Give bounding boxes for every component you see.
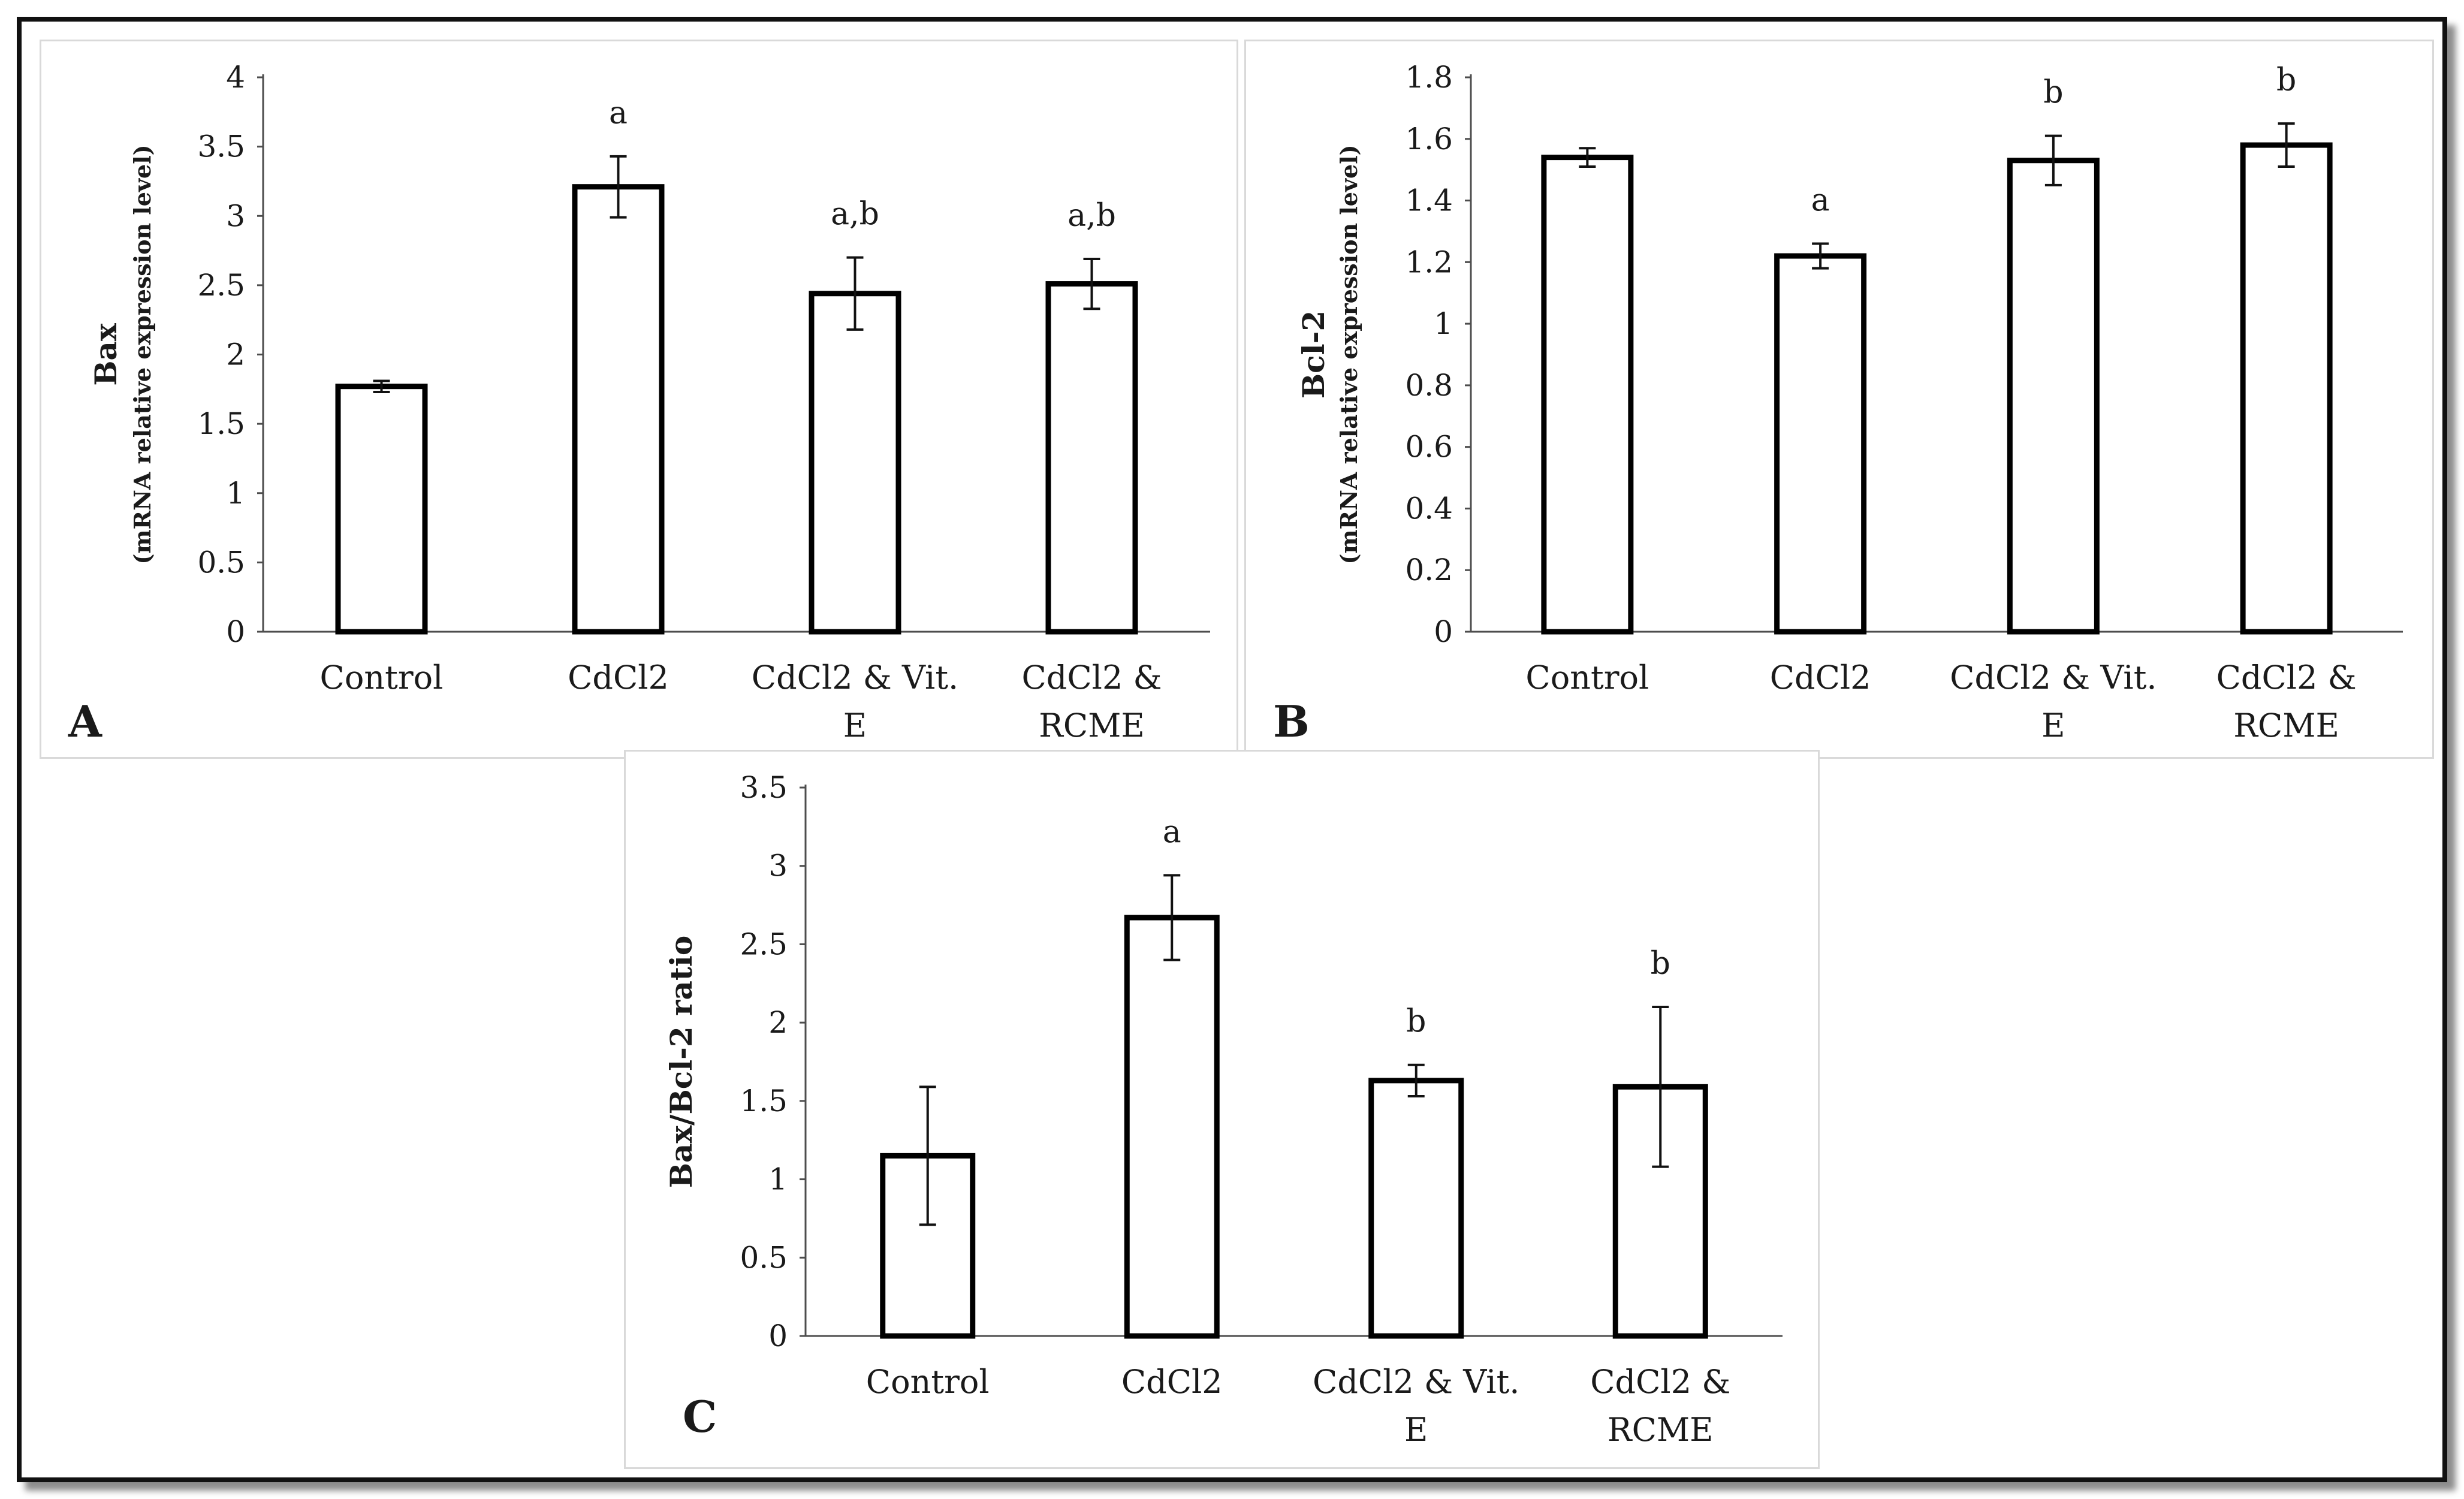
x-category-label-line: RCME [2233, 707, 2339, 744]
y-axis-title: Bax [88, 322, 123, 386]
x-category-label-line: CdCl2 & [2216, 659, 2357, 696]
x-category-label-line: CdCl2 [1121, 1363, 1223, 1401]
y-tick-label: 1.4 [1405, 183, 1453, 218]
x-category-label-line: CdCl2 & [1590, 1363, 1730, 1401]
bar [1541, 155, 1634, 635]
x-category-label-line: Control [1525, 659, 1649, 696]
y-tick-label: 0 [768, 1319, 788, 1353]
panel-label: A [68, 696, 102, 747]
y-axis-title: Bcl-2 [1296, 310, 1331, 399]
bar [572, 184, 665, 635]
x-category-label: CdCl2 & Vit. E [1313, 1363, 1519, 1449]
x-category-label-line: CdCl2 & Vit. [1313, 1363, 1519, 1401]
y-axis-subtitle: (mRNA relative expression level) [1335, 144, 1362, 564]
x-category-label-line: Control [320, 659, 444, 696]
significance-label: a [1163, 814, 1181, 850]
significance-label: b [1406, 1004, 1426, 1040]
y-tick-label: 2 [226, 337, 245, 372]
significance-label: a [1811, 183, 1830, 219]
significance-label: a,b [831, 197, 879, 233]
significance-label: b [2043, 75, 2063, 111]
bar [1368, 1078, 1464, 1339]
x-category-label-line: RCME [1039, 707, 1145, 744]
x-category-label-line: CdCl2 [1770, 659, 1871, 696]
x-category-label-line: E [2041, 707, 2065, 744]
bar [809, 291, 901, 635]
y-tick-label: 1 [226, 476, 245, 511]
y-tick-label: 1 [1434, 306, 1453, 341]
bax-chart: 0 0.5 1 1.5 2 2.5 3 3.5 4 Control a CdCl2 a,b CdCl2 &… [68, 60, 1210, 747]
y-tick-label: 0.4 [1405, 491, 1453, 526]
bar [335, 384, 428, 635]
x-category-label: Control [1525, 659, 1649, 696]
x-category-label-line: CdCl2 & [1021, 659, 1162, 696]
ratio-chart: 0 0.5 1 1.5 2 2.5 3 3.5 Control a CdCl2 b CdCl2 & Vi… [663, 770, 1783, 1449]
y-tick-label: 3.5 [197, 129, 245, 164]
y-tick-label: 2.5 [197, 268, 245, 303]
bcl2-chart: 0 0.2 0.4 0.6 0.8 1 1.2 1.4 1.6 1.8 Control a CdCl2 b… [1273, 60, 2403, 747]
bar [1045, 281, 1138, 635]
y-tick-label: 1.8 [1405, 60, 1453, 95]
y-tick-label: 1.5 [740, 1084, 788, 1118]
x-category-label: CdCl2 [1121, 1363, 1223, 1401]
y-tick-label: 2 [768, 1005, 788, 1040]
bar [1124, 915, 1220, 1339]
x-category-label: Control [320, 659, 444, 696]
y-axis-subtitle: (mRNA relative expression level) [129, 144, 156, 564]
y-tick-label: 0.5 [197, 545, 245, 580]
x-category-label: CdCl2 & RCME [1021, 659, 1162, 744]
y-tick-label: 0.5 [740, 1240, 788, 1275]
panel-a-bax: 0 0.5 1 1.5 2 2.5 3 3.5 4 Control a CdCl2 a,b CdCl2 &… [40, 40, 1238, 759]
y-tick-label: 0.6 [1405, 430, 1453, 465]
x-category-label-line: E [843, 707, 867, 744]
significance-label: b [1651, 946, 1670, 982]
y-tick-label: 4 [226, 60, 245, 95]
y-tick-label: 0 [226, 614, 245, 649]
figure-frame: 0 0.5 1 1.5 2 2.5 3 3.5 4 Control a CdCl2 a,b CdCl2 &… [17, 17, 2447, 1482]
y-tick-label: 0.2 [1405, 553, 1453, 587]
panel-label: B [1273, 696, 1310, 747]
bar [1774, 253, 1867, 635]
x-category-label: CdCl2 & Vit. E [752, 659, 958, 744]
y-tick-label: 1.6 [1405, 122, 1453, 156]
y-tick-label: 1 [768, 1162, 788, 1197]
panel-b-bcl2: 0 0.2 0.4 0.6 0.8 1 1.2 1.4 1.6 1.8 Control a CdCl2 b… [1244, 40, 2434, 759]
x-category-label: CdCl2 & Vit. E [1950, 659, 2157, 744]
y-tick-label: 0.8 [1405, 368, 1453, 403]
y-tick-label: 1.2 [1405, 245, 1453, 279]
y-tick-label: 3 [226, 198, 245, 233]
bar [2240, 142, 2333, 635]
y-tick-label: 3.5 [740, 770, 788, 805]
y-tick-label: 0 [1434, 614, 1453, 649]
x-category-label-line: CdCl2 [568, 659, 669, 696]
y-tick-label: 1.5 [197, 406, 245, 441]
panel-c-ratio: 0 0.5 1 1.5 2 2.5 3 3.5 Control a CdCl2 b CdCl2 & Vi… [624, 750, 1820, 1469]
x-category-label: CdCl2 [568, 659, 669, 696]
x-category-label: CdCl2 [1770, 659, 1871, 696]
x-category-label-line: RCME [1608, 1411, 1714, 1449]
y-axis-title: Bax/Bcl-2 ratio [663, 936, 699, 1189]
significance-label: b [2276, 62, 2296, 98]
x-category-label: CdCl2 & RCME [2216, 659, 2357, 744]
x-category-label-line: CdCl2 & Vit. [752, 659, 958, 696]
y-tick-label: 3 [768, 849, 788, 883]
x-category-label: Control [866, 1363, 990, 1401]
y-tick-label: 2.5 [740, 927, 788, 961]
bar [2007, 158, 2100, 635]
significance-label: a,b [1067, 198, 1116, 234]
x-category-label-line: E [1404, 1411, 1428, 1449]
panel-label: C [683, 1391, 717, 1442]
significance-label: a [609, 95, 628, 131]
x-category-label-line: CdCl2 & Vit. [1950, 659, 2157, 696]
x-category-label-line: Control [866, 1363, 990, 1401]
x-category-label: CdCl2 & RCME [1590, 1363, 1730, 1449]
